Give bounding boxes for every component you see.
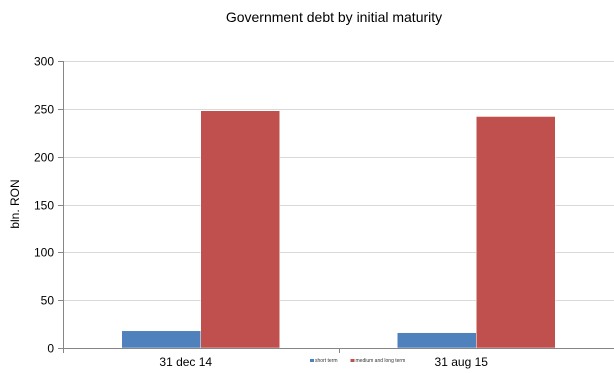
- y-axis-label: bln. RON: [8, 179, 22, 228]
- bars: [121, 110, 556, 349]
- x-axis-ticks: 31 dec 14 31 aug 15: [63, 348, 489, 369]
- y-tick-label: 0: [47, 342, 54, 356]
- y-tick-label: 100: [34, 246, 54, 260]
- y-tick-label: 150: [34, 199, 54, 213]
- legend: short term medium and long term: [310, 358, 405, 364]
- legend-label: medium and long term: [356, 358, 406, 364]
- legend-label: short term: [315, 358, 338, 364]
- bar-short-term-0: [121, 330, 201, 349]
- bar-short-term-1: [397, 332, 477, 349]
- x-tick-label: 31 aug 15: [435, 355, 489, 369]
- chart-title: Government debt by initial maturity: [226, 9, 442, 25]
- legend-swatch: [350, 359, 355, 362]
- bar-medium-and-long-term-1: [476, 116, 556, 349]
- y-tick-label: 50: [41, 294, 55, 308]
- y-tick-label: 250: [34, 103, 54, 117]
- y-tick-label: 200: [34, 151, 54, 165]
- legend-swatch: [310, 359, 314, 362]
- y-tick-label: 300: [34, 55, 54, 69]
- y-axis-ticks: 0 50 100 150 200 250 300: [34, 55, 63, 356]
- bar-medium-and-long-term-0: [200, 110, 280, 349]
- x-tick-label: 31 dec 14: [159, 355, 212, 369]
